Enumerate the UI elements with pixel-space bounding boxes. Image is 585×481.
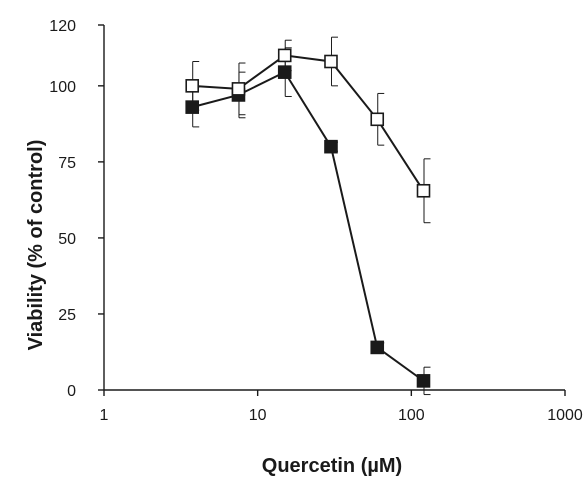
series-2-marker — [277, 48, 292, 63]
series-2-marker — [185, 79, 200, 93]
x-tick-label: 10 — [249, 407, 267, 424]
series-1-marker — [416, 374, 431, 388]
series-2-marker — [324, 54, 338, 69]
y-tick-label: 0 — [67, 383, 76, 400]
y-tick-label: 120 — [49, 18, 76, 35]
series-1-marker — [185, 100, 200, 114]
x-tick-label: 100 — [398, 407, 425, 424]
series-1-marker — [324, 139, 338, 154]
axes — [98, 24, 566, 396]
series-1-marker — [370, 340, 385, 355]
error-bars — [192, 36, 431, 396]
series-2-marker — [231, 82, 246, 96]
x-tick-label: 1000 — [547, 407, 583, 424]
data-markers — [185, 48, 431, 388]
y-tick-label: 50 — [58, 231, 76, 248]
x-tick-label: 1 — [100, 407, 109, 424]
y-tick-label: 100 — [49, 79, 76, 96]
series-lines — [191, 54, 425, 382]
series-1-line — [191, 70, 425, 382]
x-axis-title: Quercetin (µM) — [262, 455, 402, 477]
series-1-marker — [277, 65, 292, 79]
series-2-line — [192, 54, 425, 192]
y-axis-title: Viability (% of control) — [25, 140, 47, 351]
series-2-marker — [370, 112, 385, 127]
series-2-marker — [416, 183, 431, 198]
y-tick-label: 25 — [58, 307, 76, 324]
y-tick-label: 75 — [58, 155, 76, 172]
